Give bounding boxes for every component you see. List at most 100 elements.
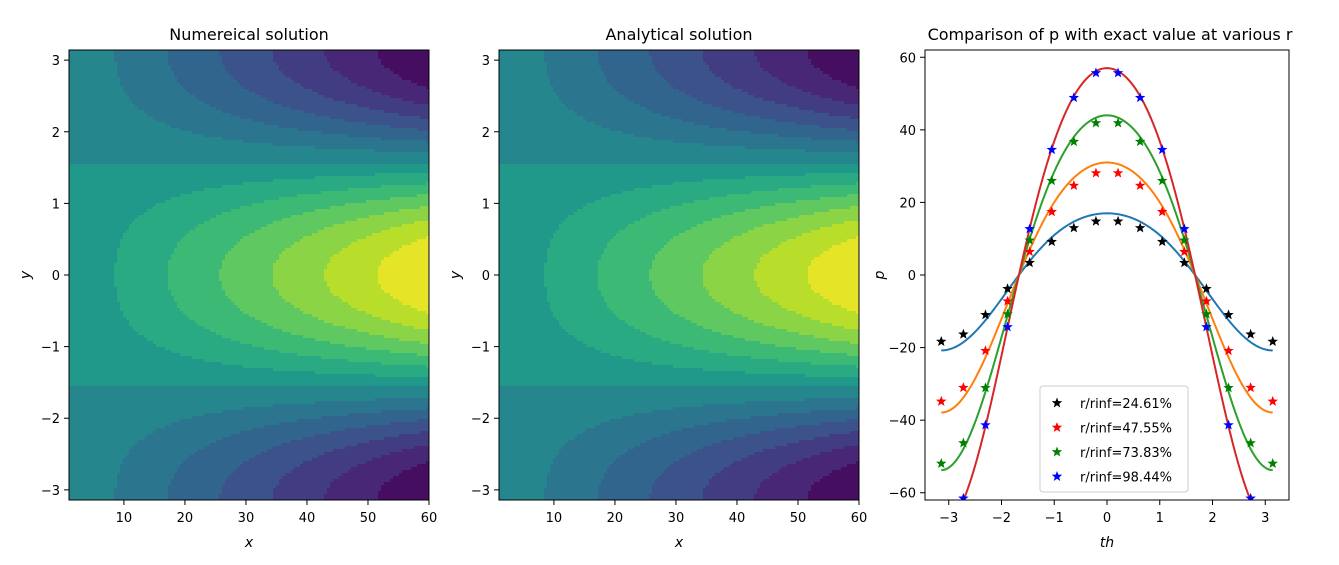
contour-band-cell bbox=[775, 428, 859, 432]
contour-band-cell bbox=[499, 92, 557, 96]
contour-band-cell bbox=[499, 284, 545, 288]
contour-band-cell bbox=[222, 284, 274, 288]
contour-band-cell bbox=[499, 116, 584, 120]
contour-band-cell bbox=[171, 479, 226, 483]
contour-band-cell bbox=[69, 62, 118, 66]
contour-band-cell bbox=[144, 437, 223, 441]
contour-band-cell bbox=[610, 353, 728, 357]
contour-band-cell bbox=[120, 302, 178, 306]
contour-band-cell bbox=[369, 215, 429, 219]
contour-band-cell bbox=[69, 401, 316, 405]
contour-band-cell bbox=[757, 263, 812, 267]
contour-band-cell bbox=[168, 485, 223, 489]
contour-band-cell bbox=[727, 194, 848, 198]
numerical-marker bbox=[1046, 144, 1057, 155]
contour-band-cell bbox=[703, 326, 776, 330]
contour-band-cell bbox=[586, 119, 683, 123]
contour-band-cell bbox=[264, 425, 367, 429]
contour-band-cell bbox=[324, 278, 379, 282]
contour-band-cell bbox=[499, 398, 806, 402]
contour-band-cell bbox=[186, 233, 250, 237]
contour-band-cell bbox=[198, 224, 268, 228]
contour-band-cell bbox=[499, 104, 566, 108]
y-tick-label: 2 bbox=[482, 126, 490, 141]
y-tick-label: −60 bbox=[889, 487, 916, 502]
contour-band-cell bbox=[210, 329, 283, 333]
contour-band-cell bbox=[69, 173, 376, 177]
contour-band-cell bbox=[499, 377, 859, 381]
contour-band-cell bbox=[378, 275, 429, 279]
contour-band-cell bbox=[69, 209, 148, 213]
contour-band-cell bbox=[267, 449, 334, 453]
contour-band-cell bbox=[222, 266, 274, 270]
numerical-marker bbox=[1090, 117, 1102, 128]
contour-band-cell bbox=[345, 446, 415, 450]
contour-band-cell bbox=[69, 410, 223, 414]
contour-band-cell bbox=[333, 323, 403, 327]
contour-band-cell bbox=[399, 248, 429, 252]
contour-band-cell bbox=[69, 191, 193, 195]
contour-band-cell bbox=[120, 239, 181, 243]
contour-band-cell bbox=[814, 65, 859, 69]
contour-band-cell bbox=[204, 134, 349, 138]
contour-band-cell bbox=[811, 230, 859, 234]
contour-band-cell bbox=[760, 257, 815, 261]
contour-band-cell bbox=[613, 236, 674, 240]
contour-band-cell bbox=[240, 206, 331, 210]
contour-band-cell bbox=[622, 416, 752, 420]
contour-band-cell bbox=[69, 254, 118, 258]
contour-band-cell bbox=[324, 53, 379, 57]
contour-band-cell bbox=[709, 350, 821, 354]
contour-band-cell bbox=[787, 443, 859, 447]
y-tick-label: 2 bbox=[52, 126, 60, 141]
contour-band-cell bbox=[273, 143, 429, 147]
contour-band-cell bbox=[390, 350, 429, 354]
contour-band-cell bbox=[811, 410, 859, 414]
contour-band-cell bbox=[610, 419, 728, 423]
contour-band-cell bbox=[69, 398, 376, 402]
contour-band-cell bbox=[186, 458, 250, 462]
numerical-marker bbox=[1223, 382, 1234, 393]
contour-band-cell bbox=[823, 476, 859, 480]
contour-band-cell bbox=[69, 221, 133, 225]
contour-band-cell bbox=[703, 50, 755, 54]
contour-band-cell bbox=[276, 260, 331, 264]
contour-band-cell bbox=[547, 68, 602, 72]
contour-band-cell bbox=[703, 143, 859, 147]
contour-band-cell bbox=[225, 65, 280, 69]
contour-band-cell bbox=[225, 479, 280, 483]
contour-band-cell bbox=[544, 488, 599, 492]
contour-band-cell bbox=[844, 446, 859, 450]
contour-band-cell bbox=[69, 200, 166, 204]
contour-band-cell bbox=[601, 125, 710, 129]
contour-band-cell bbox=[231, 338, 316, 342]
contour-band-cell bbox=[330, 260, 382, 264]
numerical-marker bbox=[1245, 328, 1256, 339]
contour-band-cell bbox=[715, 299, 773, 303]
numerical-marker bbox=[1134, 222, 1146, 233]
contour-band-cell bbox=[832, 245, 859, 249]
contour-band-cell bbox=[378, 56, 429, 60]
contour-band-cell bbox=[808, 491, 859, 495]
contour-band-cell bbox=[673, 86, 734, 90]
contour-band-cell bbox=[174, 248, 232, 252]
contour-band-cell bbox=[775, 344, 859, 348]
contour-band-cell bbox=[547, 299, 605, 303]
contour-band-cell bbox=[219, 50, 274, 54]
contour-band-cell bbox=[69, 176, 316, 180]
contour-band-cell bbox=[499, 317, 557, 321]
contour-band-cell bbox=[330, 431, 421, 435]
contour-band-cell bbox=[231, 74, 286, 78]
contour-band-cell bbox=[402, 302, 429, 306]
contour-band-cell bbox=[69, 149, 376, 153]
contour-band-cell bbox=[174, 476, 229, 480]
contour-band-cell bbox=[499, 110, 575, 114]
contour-band-cell bbox=[610, 308, 671, 312]
legend-marker bbox=[1051, 422, 1063, 432]
x-tick-label: 10 bbox=[116, 511, 133, 526]
contour-band-cell bbox=[499, 404, 704, 408]
contour-band-cell bbox=[751, 416, 859, 420]
numerical-marker bbox=[1179, 246, 1190, 257]
x-tick-label: 40 bbox=[299, 511, 316, 526]
